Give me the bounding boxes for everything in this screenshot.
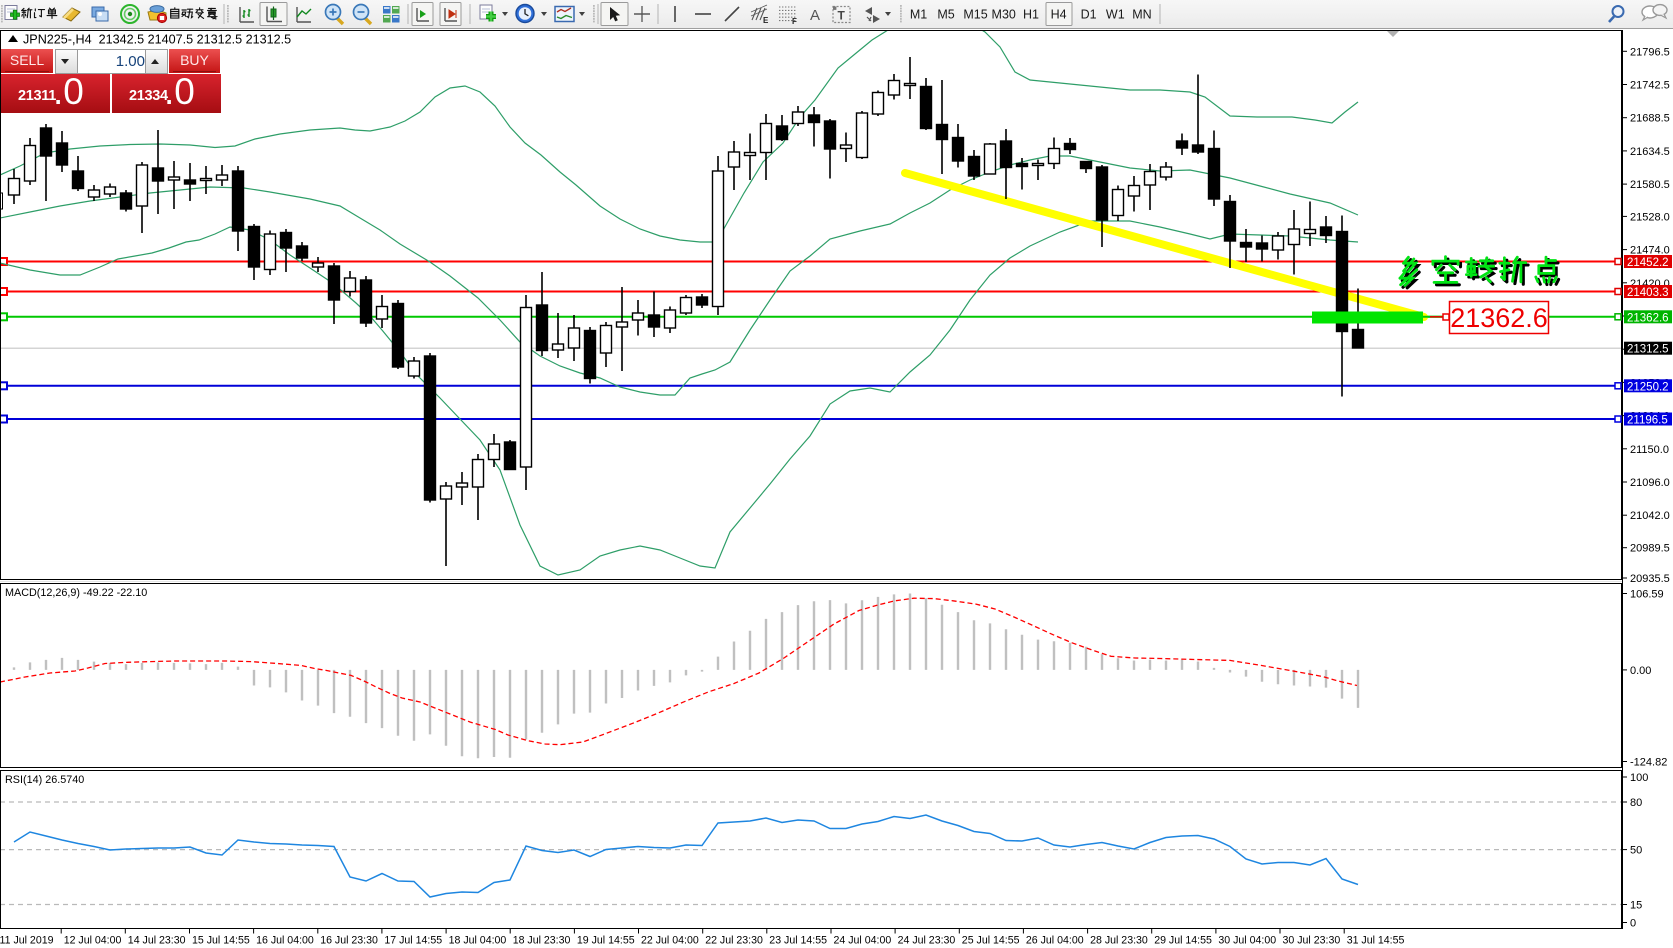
svg-text:0.00: 0.00	[1630, 665, 1651, 677]
svg-text:M30: M30	[992, 8, 1016, 22]
svg-text:17 Jul 14:55: 17 Jul 14:55	[384, 935, 442, 947]
svg-text:M1: M1	[910, 8, 927, 22]
svg-text:E: E	[763, 16, 769, 25]
svg-text:18 Jul 04:00: 18 Jul 04:00	[449, 935, 507, 947]
svg-text:21196.5: 21196.5	[1627, 415, 1668, 427]
svg-text:MN: MN	[1132, 8, 1151, 22]
svg-text:0: 0	[1630, 918, 1636, 930]
svg-text:H1: H1	[1023, 8, 1039, 22]
svg-text:21096.0: 21096.0	[1630, 477, 1670, 489]
svg-text:20989.5: 20989.5	[1630, 543, 1670, 555]
svg-text:100: 100	[1630, 772, 1648, 784]
svg-text:12 Jul 04:00: 12 Jul 04:00	[64, 935, 122, 947]
svg-text:W1: W1	[1106, 8, 1125, 22]
svg-text:16 Jul 23:30: 16 Jul 23:30	[320, 935, 378, 947]
svg-text:14 Jul 23:30: 14 Jul 23:30	[128, 935, 186, 947]
svg-text:21312.5: 21312.5	[1627, 344, 1669, 356]
svg-text:21796.5: 21796.5	[1630, 46, 1670, 58]
svg-text:30 Jul 04:00: 30 Jul 04:00	[1218, 935, 1276, 947]
svg-text:80: 80	[1630, 797, 1642, 809]
svg-text:M5: M5	[937, 8, 954, 22]
svg-text:21250.2: 21250.2	[1627, 381, 1669, 393]
svg-text:21528.0: 21528.0	[1630, 211, 1670, 223]
svg-text:26 Jul 04:00: 26 Jul 04:00	[1026, 935, 1084, 947]
svg-text:T: T	[838, 9, 846, 23]
svg-text:21362.6: 21362.6	[1627, 312, 1669, 324]
svg-text:22 Jul 04:00: 22 Jul 04:00	[641, 935, 699, 947]
svg-text:50: 50	[1630, 845, 1642, 857]
svg-text:21742.5: 21742.5	[1630, 80, 1670, 92]
svg-text:21688.5: 21688.5	[1630, 113, 1670, 125]
svg-text:15: 15	[1630, 900, 1642, 912]
svg-text:16 Jul 04:00: 16 Jul 04:00	[256, 935, 314, 947]
svg-text:21362.6: 21362.6	[1450, 303, 1548, 333]
svg-text:21042.0: 21042.0	[1630, 510, 1670, 522]
svg-text:M15: M15	[963, 8, 987, 22]
svg-text:22 Jul 23:30: 22 Jul 23:30	[705, 935, 763, 947]
svg-text:20935.5: 20935.5	[1630, 573, 1670, 585]
svg-text:21150.0: 21150.0	[1630, 444, 1669, 456]
svg-text:25 Jul 14:55: 25 Jul 14:55	[962, 935, 1020, 947]
svg-text:D1: D1	[1081, 8, 1097, 22]
svg-text:29 Jul 14:55: 29 Jul 14:55	[1154, 935, 1212, 947]
svg-text:24 Jul 04:00: 24 Jul 04:00	[834, 935, 892, 947]
svg-text:21452.2: 21452.2	[1627, 257, 1669, 269]
svg-text:H4: H4	[1051, 8, 1067, 22]
svg-text:15 Jul 14:55: 15 Jul 14:55	[192, 935, 250, 947]
svg-text:23 Jul 14:55: 23 Jul 14:55	[769, 935, 827, 947]
svg-text:21634.5: 21634.5	[1630, 146, 1670, 158]
svg-text:30 Jul 23:30: 30 Jul 23:30	[1283, 935, 1341, 947]
svg-text:21403.3: 21403.3	[1627, 287, 1669, 299]
svg-text:106.59: 106.59	[1630, 589, 1664, 601]
svg-text:-124.82: -124.82	[1630, 757, 1667, 769]
svg-text:31 Jul 14:55: 31 Jul 14:55	[1347, 935, 1405, 947]
svg-text:RSI(14) 26.5740: RSI(14) 26.5740	[5, 774, 84, 786]
svg-text:F: F	[792, 17, 797, 26]
svg-text:28 Jul 23:30: 28 Jul 23:30	[1090, 935, 1148, 947]
svg-text:19 Jul 14:55: 19 Jul 14:55	[577, 935, 635, 947]
svg-text:JPN225-,H4 21342.5 21407.5 21: JPN225-,H4 21342.5 21407.5 21312.5 21312…	[23, 33, 291, 47]
svg-text:A: A	[810, 7, 820, 24]
svg-text:24 Jul 23:30: 24 Jul 23:30	[898, 935, 956, 947]
svg-text:21580.5: 21580.5	[1630, 179, 1670, 191]
svg-text:21474.0: 21474.0	[1630, 245, 1670, 257]
svg-text:18 Jul 23:30: 18 Jul 23:30	[513, 935, 571, 947]
svg-text:11 Jul 2019: 11 Jul 2019	[0, 935, 54, 947]
svg-text:MACD(12,26,9) -49.22 -22.10: MACD(12,26,9) -49.22 -22.10	[5, 587, 147, 599]
